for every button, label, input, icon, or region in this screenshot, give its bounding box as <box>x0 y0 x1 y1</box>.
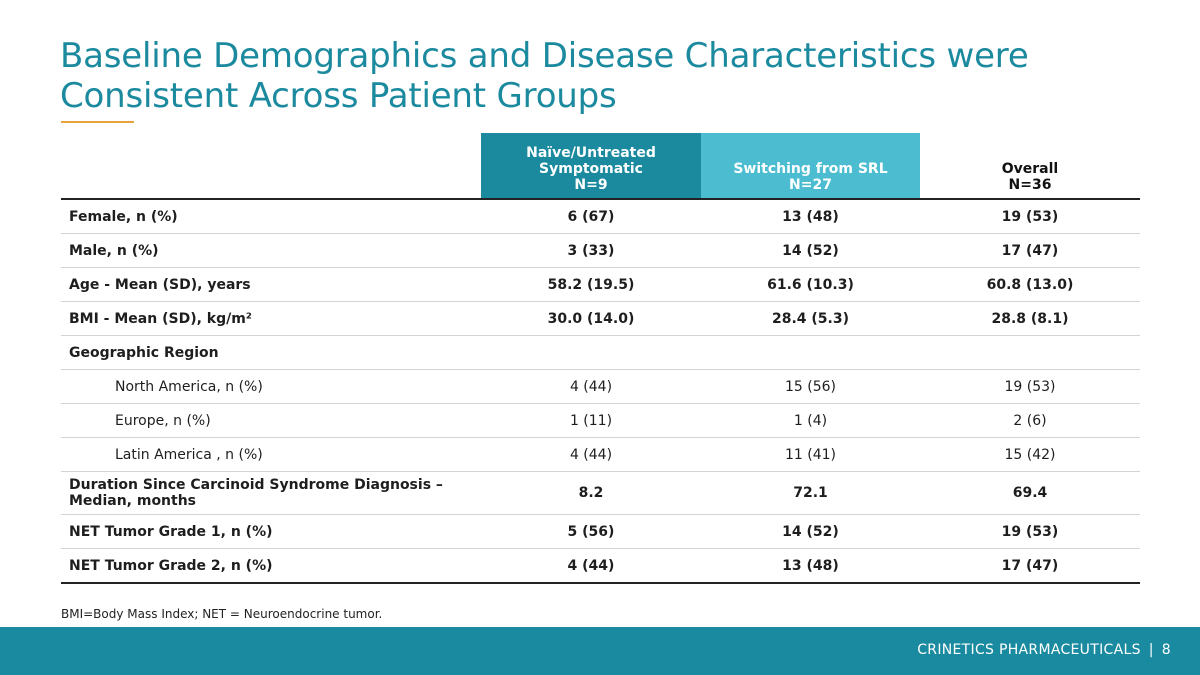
cell-overall: 19 (53) <box>920 369 1140 404</box>
cell-naive: 58.2 (19.5) <box>481 267 701 302</box>
cell-switching: 14 (52) <box>701 233 920 268</box>
cell-switching: 15 (56) <box>701 369 920 404</box>
cell-naive: 3 (33) <box>481 233 701 268</box>
row-label: NET Tumor Grade 1, n (%) <box>61 514 481 549</box>
row-label: Latin America , n (%) <box>61 437 481 472</box>
cell-overall: 19 (53) <box>920 514 1140 549</box>
cell-naive: 4 (44) <box>481 437 701 472</box>
row-label: Geographic Region <box>61 335 481 370</box>
cell-switching: 61.6 (10.3) <box>701 267 920 302</box>
cell-overall: 69.4 <box>920 471 1140 515</box>
header-line: Switching from SRL <box>733 161 888 177</box>
cell-naive: 1 (11) <box>481 403 701 438</box>
footer-bar: CRINETICS PHARMACEUTICALS | 8 <box>0 627 1200 675</box>
cell-naive: 8.2 <box>481 471 701 515</box>
row-label: North America, n (%) <box>61 369 481 404</box>
cell-switching: 72.1 <box>701 471 920 515</box>
cell-naive: 30.0 (14.0) <box>481 301 701 336</box>
table-row: Europe, n (%) 1 (11) 1 (4) 2 (6) <box>61 403 1140 438</box>
cell-naive: 5 (56) <box>481 514 701 549</box>
cell-switching: 28.4 (5.3) <box>701 301 920 336</box>
header-line: N=9 <box>574 177 608 193</box>
table-row: NET Tumor Grade 2, n (%) 4 (44) 13 (48) … <box>61 548 1140 584</box>
header-line: Overall <box>1001 161 1059 177</box>
row-label: NET Tumor Grade 2, n (%) <box>61 548 481 584</box>
table-row: Female, n (%) 6 (67) 13 (48) 19 (53) <box>61 199 1140 234</box>
cell-switching: 13 (48) <box>701 199 920 234</box>
header-overall: Overall N=36 <box>920 133 1140 200</box>
header-line: Naïve/Untreated <box>526 145 656 161</box>
table-row: Age - Mean (SD), years 58.2 (19.5) 61.6 … <box>61 267 1140 302</box>
row-label: BMI - Mean (SD), kg/m² <box>61 301 481 336</box>
cell-overall: 2 (6) <box>920 403 1140 438</box>
table-row: BMI - Mean (SD), kg/m² 30.0 (14.0) 28.4 … <box>61 301 1140 336</box>
cell-overall: 28.8 (8.1) <box>920 301 1140 336</box>
title-accent-line <box>61 121 134 123</box>
row-label: Duration Since Carcinoid Syndrome Diagno… <box>61 471 481 515</box>
row-label: Female, n (%) <box>61 199 481 234</box>
row-label: Europe, n (%) <box>61 403 481 438</box>
header-line: Symptomatic <box>539 161 643 177</box>
cell-overall: 19 (53) <box>920 199 1140 234</box>
table-row-section: Geographic Region <box>61 335 1140 370</box>
row-label: Male, n (%) <box>61 233 481 268</box>
demographics-table: Naïve/Untreated Symptomatic N=9 Switchin… <box>61 133 1140 584</box>
table-row: NET Tumor Grade 1, n (%) 5 (56) 14 (52) … <box>61 514 1140 549</box>
slide-title: Baseline Demographics and Disease Charac… <box>60 36 1029 116</box>
cell-empty <box>481 335 701 370</box>
cell-switching: 13 (48) <box>701 548 920 584</box>
cell-switching: 14 (52) <box>701 514 920 549</box>
table-header-row: Naïve/Untreated Symptomatic N=9 Switchin… <box>61 133 1140 200</box>
footnote: BMI=Body Mass Index; NET = Neuroendocrin… <box>61 607 383 621</box>
cell-naive: 6 (67) <box>481 199 701 234</box>
company-name: CRINETICS PHARMACEUTICALS <box>917 642 1141 658</box>
cell-overall: 17 (47) <box>920 233 1140 268</box>
cell-empty <box>920 335 1140 370</box>
cell-switching: 11 (41) <box>701 437 920 472</box>
cell-overall: 15 (42) <box>920 437 1140 472</box>
header-blank-cell <box>61 133 481 200</box>
page-number: 8 <box>1161 642 1171 658</box>
row-label: Age - Mean (SD), years <box>61 267 481 302</box>
cell-switching: 1 (4) <box>701 403 920 438</box>
header-line: N=36 <box>1008 177 1052 193</box>
cell-naive: 4 (44) <box>481 369 701 404</box>
cell-naive: 4 (44) <box>481 548 701 584</box>
cell-overall: 17 (47) <box>920 548 1140 584</box>
table-row: Duration Since Carcinoid Syndrome Diagno… <box>61 471 1140 515</box>
footer-text: CRINETICS PHARMACEUTICALS | 8 <box>917 642 1171 658</box>
footer-separator: | <box>1148 642 1154 658</box>
table-row: Male, n (%) 3 (33) 14 (52) 17 (47) <box>61 233 1140 268</box>
table-row: North America, n (%) 4 (44) 15 (56) 19 (… <box>61 369 1140 404</box>
cell-empty <box>701 335 920 370</box>
header-switching-from-srl: Switching from SRL N=27 <box>701 133 920 200</box>
header-naive-untreated: Naïve/Untreated Symptomatic N=9 <box>481 133 701 200</box>
cell-overall: 60.8 (13.0) <box>920 267 1140 302</box>
header-line: N=27 <box>789 177 832 193</box>
table-row: Latin America , n (%) 4 (44) 11 (41) 15 … <box>61 437 1140 472</box>
